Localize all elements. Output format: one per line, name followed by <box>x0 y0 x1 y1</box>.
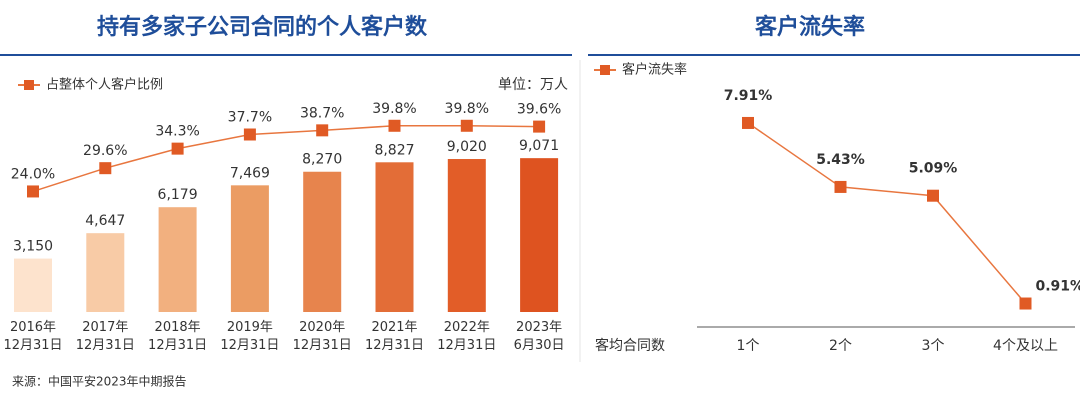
point <box>27 185 39 198</box>
point <box>316 124 329 137</box>
legend-marker <box>24 80 34 90</box>
x-tick-label: 2018年 12月31日 <box>148 320 207 353</box>
x-tick-label: 3个 <box>922 338 945 354</box>
x-tick-label: 4个及以上 <box>993 338 1058 354</box>
data-label: 5.43% <box>816 152 865 168</box>
data-label: 38.7% <box>300 105 344 121</box>
point <box>99 162 112 175</box>
legend-marker <box>600 65 610 75</box>
data-label: 6,179 <box>158 187 198 203</box>
chart-title: 客户流失率 <box>755 14 865 40</box>
source: 来源：中国平安2023年中期报告 <box>12 374 187 389</box>
x-tick-label: 2016年 12月31日 <box>3 320 62 353</box>
data-label: 29.6% <box>83 143 127 159</box>
data-label: 37.7% <box>228 110 272 126</box>
chart-title: 持有多家子公司合同的个人客户数 <box>97 14 428 40</box>
data-label: 3,150 <box>13 239 53 255</box>
data-label: 8,827 <box>374 142 414 158</box>
x-tick-label: 2022年 12月31日 <box>437 320 496 353</box>
point <box>834 180 847 193</box>
line <box>747 122 1027 305</box>
x-tick-label: 2023年 6月30日 <box>514 320 565 353</box>
point <box>927 189 939 202</box>
data-label: 39.6% <box>517 102 561 118</box>
bar <box>375 162 414 312</box>
point <box>533 120 546 133</box>
point <box>460 119 473 132</box>
bar <box>86 233 125 312</box>
x-tick-label: 2019年 12月31日 <box>220 320 279 353</box>
x-tick-label: 2017年 12月31日 <box>76 320 135 353</box>
bar <box>158 207 197 312</box>
point <box>171 142 184 155</box>
x-tick-label: 2个 <box>829 338 852 354</box>
data-label: 7,469 <box>230 165 270 181</box>
legend-label: 客户流失率 <box>622 62 687 78</box>
data-label: 34.3% <box>155 124 199 140</box>
data-label: 0.91% <box>1036 279 1080 295</box>
unit-label: 单位：万人 <box>498 77 568 93</box>
point <box>1019 297 1032 310</box>
x-tick-label: 2021年 12月31日 <box>365 320 424 353</box>
data-label: 4,647 <box>85 213 125 229</box>
bar <box>303 171 342 312</box>
point <box>388 119 401 132</box>
data-label: 9,071 <box>519 138 559 154</box>
data-label: 7.91% <box>724 88 773 104</box>
x-tick-label: 1个 <box>737 338 760 354</box>
data-label: 9,020 <box>447 139 487 155</box>
bar <box>230 185 269 312</box>
data-label: 8,270 <box>302 152 342 168</box>
point <box>243 128 256 141</box>
data-label: 39.8% <box>372 101 416 117</box>
legend-label: 占整体个人客户比例 <box>46 77 163 93</box>
bar <box>520 158 559 312</box>
data-label: 39.8% <box>445 101 489 117</box>
line <box>32 125 540 193</box>
data-label: 24.0% <box>11 166 55 182</box>
bar <box>447 159 486 312</box>
point <box>742 116 754 129</box>
x-tick-label: 2020年 12月31日 <box>293 320 352 353</box>
x-axis-label: 客均合同数 <box>595 337 665 354</box>
data-label: 5.09% <box>909 161 958 177</box>
bar <box>14 258 52 312</box>
